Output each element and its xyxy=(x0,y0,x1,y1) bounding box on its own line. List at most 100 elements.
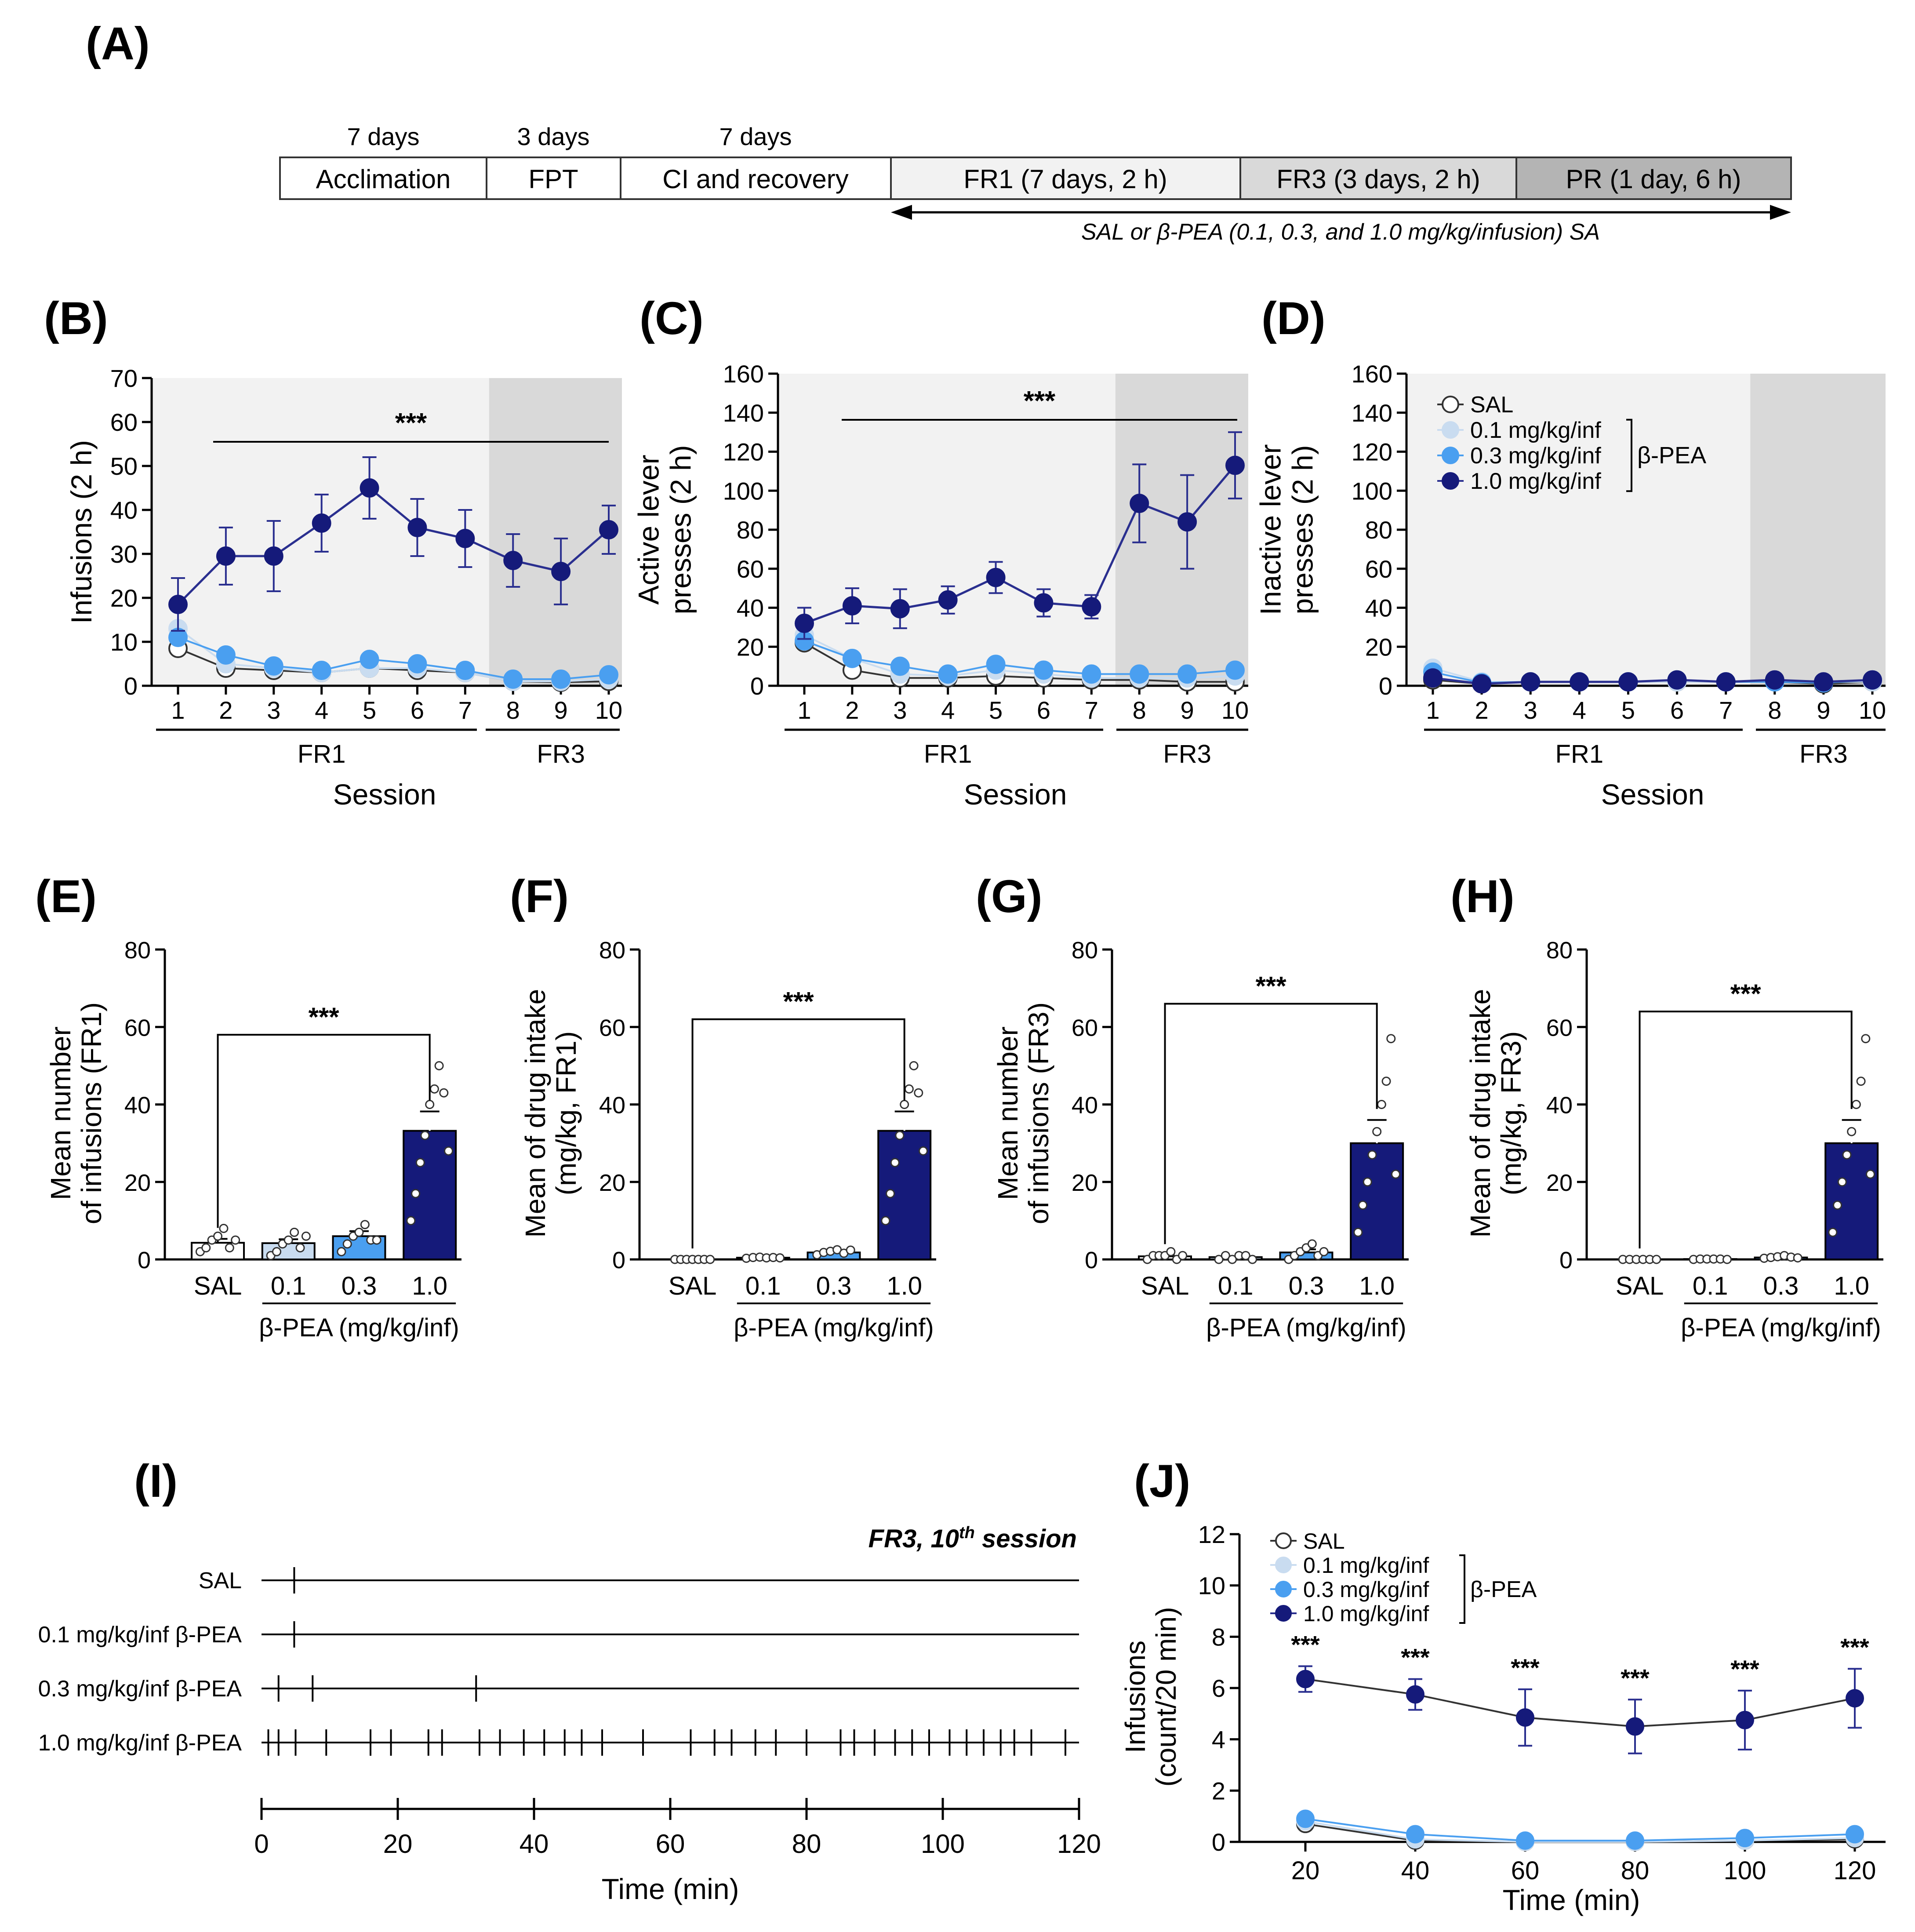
stage-box-fr3 xyxy=(1239,156,1517,200)
chart-b-point-d03 xyxy=(503,669,523,689)
chart-j-y-tick-label: 12 xyxy=(1198,1521,1225,1548)
chart-d-point-d10 xyxy=(1863,670,1882,690)
chart-h-data-point xyxy=(1851,1100,1861,1109)
chart-g-data-point xyxy=(1353,1227,1363,1237)
chart-g-y-axis-label: Mean numberof infusions (FR3) xyxy=(992,1002,1054,1224)
chart-e-data-point xyxy=(443,1146,453,1156)
chart-b-point-d10 xyxy=(503,551,523,570)
chart-f-data-point xyxy=(904,1084,914,1094)
panel-label-j: (J) xyxy=(1134,1455,1190,1507)
chart-b-series-line-d10 xyxy=(177,486,610,605)
chart-e-data-point xyxy=(342,1239,352,1249)
chart-g-y-tick-label: 80 xyxy=(1072,937,1098,964)
chart-e-data-point xyxy=(415,1158,425,1168)
chart-b-x-tick-label: 1 xyxy=(171,696,185,724)
chart-b-point-d10 xyxy=(455,529,475,548)
chart-f-data-point xyxy=(846,1245,855,1255)
chart-e-y-tick-label: 60 xyxy=(124,1015,151,1041)
chart-b-x-tick-label: 2 xyxy=(219,696,233,724)
chart-c-y-tick-label: 60 xyxy=(737,555,764,583)
chart-h-data-point xyxy=(1833,1201,1842,1210)
chart-d-point-d10 xyxy=(1472,674,1492,694)
chart-d-y-tick-label: 120 xyxy=(1352,438,1392,466)
chart-j: 0 2 4 6 8 10 12 20 40 60 80 100 120 Time (min) Infusio… xyxy=(1119,1521,1886,1916)
chart-c-y-axis-label: Active leverpresses (2 h) xyxy=(632,445,697,614)
chart-d-y-axis-label-line: presses (2 h) xyxy=(1286,445,1319,614)
chart-d-point-d10 xyxy=(1765,670,1784,690)
chart-e-data-point xyxy=(360,1220,370,1230)
chart-h-data-point xyxy=(1837,1177,1847,1187)
chart-f-y-tick-label: 0 xyxy=(612,1247,625,1273)
chart-d-y-tick-label: 40 xyxy=(1365,594,1392,622)
chart-b-point-d03 xyxy=(455,661,475,680)
chart-j-y-tick-label: 6 xyxy=(1212,1674,1225,1702)
chart-d-x-tick-label: 7 xyxy=(1719,696,1733,724)
chart-f-data-point xyxy=(775,1253,785,1263)
stage-box-ci xyxy=(620,156,892,200)
chart-c: 0 20 40 60 80 100 120 140 160 1 2 3 4 5 6 7 8 9 10 FR1 FR3 Se… xyxy=(632,360,1249,811)
chart-j-y-tick-label: 0 xyxy=(1212,1828,1225,1856)
chart-f-y-axis-label-line: Mean of drug intake xyxy=(520,989,551,1238)
chart-g-significance-stars: *** xyxy=(1256,971,1287,1001)
chart-j-point-d10 xyxy=(1516,1708,1534,1727)
chart-c-significance-stars: *** xyxy=(1024,386,1056,416)
chart-e-y-tick-label: 20 xyxy=(124,1170,151,1196)
chart-e-data-point xyxy=(406,1216,416,1226)
chart-g-data-point xyxy=(1377,1100,1386,1109)
chart-b-x-tick-label: 5 xyxy=(363,696,376,724)
chart-g-data-point xyxy=(1247,1255,1257,1264)
chart-j-significance-stars: *** xyxy=(1401,1644,1430,1671)
chart-i-row-label: 1.0 mg/kg/inf β-PEA xyxy=(38,1730,242,1756)
chart-j-y-axis-label: Infusions(count/20 min) xyxy=(1119,1607,1182,1786)
chart-b-y-tick-label: 30 xyxy=(110,540,138,568)
chart-c-y-tick-label: 120 xyxy=(723,438,764,466)
chart-c-y-tick-label: 20 xyxy=(737,633,764,661)
chart-b-significance-stars: *** xyxy=(395,408,427,438)
chart-b-y-tick-label: 20 xyxy=(110,584,138,612)
stage-label-ci: CI and recovery xyxy=(662,164,849,194)
chart-g-significance-bracket xyxy=(1164,1003,1378,1244)
chart-h-y-tick-label: 0 xyxy=(1559,1247,1573,1273)
chart-f-y-axis-label: Mean of drug intake(mg/kg, FR1) xyxy=(520,989,582,1238)
chart-h-y-axis-label: Mean of drug intake(mg/kg, FR3) xyxy=(1464,989,1527,1238)
chart-f-data-point xyxy=(886,1189,895,1198)
panel-label-a: (A) xyxy=(86,18,150,69)
legend-j-label-d01: 0.1 mg/kg/inf xyxy=(1303,1553,1429,1578)
legend-j-marker-d10 xyxy=(1275,1605,1292,1622)
chart-i-title-sup: th xyxy=(959,1524,975,1542)
chart-f-significance-stars: *** xyxy=(783,987,814,1016)
chart-d-x-tick-label: 6 xyxy=(1670,696,1684,724)
chart-d-x-tick-label: 2 xyxy=(1475,696,1489,724)
chart-j-significance-stars: *** xyxy=(1511,1654,1540,1681)
chart-c-x-tick-label: 9 xyxy=(1181,696,1194,724)
chart-d-y-tick-label: 100 xyxy=(1352,477,1392,505)
chart-h-x-tick-label: SAL xyxy=(1616,1272,1664,1300)
chart-c-x-tick-label: 7 xyxy=(1085,696,1098,724)
chart-e-data-point xyxy=(411,1189,421,1198)
chart-e-x-axis-label: β-PEA (mg/kg/inf) xyxy=(259,1313,459,1342)
chart-e-data-point xyxy=(301,1231,311,1241)
chart-j-series-line-d03 xyxy=(1305,1818,1855,1842)
chart-c-phase-label-fr1: FR1 xyxy=(924,740,972,768)
chart-f-y-axis-label-line: (mg/kg, FR1) xyxy=(550,1031,582,1195)
stage-label-pr: PR (1 day, 6 h) xyxy=(1566,164,1741,194)
chart-d-x-tick-label: 10 xyxy=(1859,696,1886,724)
chart-f-significance-bracket xyxy=(691,1018,905,1248)
chart-b-phase-label-fr1: FR1 xyxy=(298,740,346,768)
chart-j-x-tick-label: 40 xyxy=(1401,1856,1430,1885)
chart-j-y-axis-label-line: (count/20 min) xyxy=(1150,1607,1182,1786)
chart-g-x-axis-label: β-PEA (mg/kg/inf) xyxy=(1206,1313,1406,1342)
chart-g-y-axis-label-line: of infusions (FR3) xyxy=(1023,1002,1054,1224)
chart-g-data-point xyxy=(1381,1077,1391,1086)
chart-d-x-tick-label: 8 xyxy=(1768,696,1781,724)
chart-c-point-d10 xyxy=(1225,455,1245,475)
chart-d-point-d10 xyxy=(1716,672,1736,692)
chart-b-point-d03 xyxy=(216,645,236,665)
chart-i-x-tick-label: 20 xyxy=(383,1829,413,1859)
chart-j-point-d10 xyxy=(1736,1710,1754,1729)
legend-d-marker-d01 xyxy=(1442,421,1459,439)
chart-g-data-point xyxy=(1372,1127,1382,1136)
chart-d-phase-label-fr1: FR1 xyxy=(1555,740,1604,768)
chart-c-x-tick-label: 10 xyxy=(1221,696,1249,724)
chart-i-x-axis-label: Time (min) xyxy=(602,1873,739,1905)
